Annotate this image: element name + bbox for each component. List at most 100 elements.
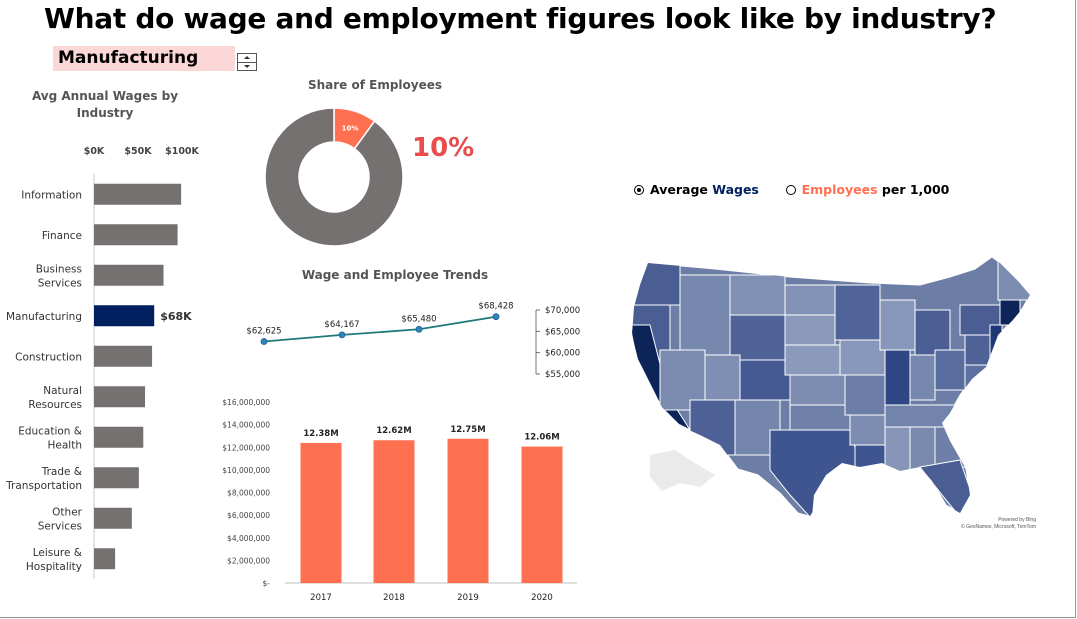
map-region-carolinas (964, 394, 996, 436)
legend-employees-suffix: per 1,000 (877, 182, 950, 197)
trend-y-tick: $55,000 (545, 370, 580, 380)
trend-point[interactable] (415, 325, 423, 333)
map-region-michigan (914, 309, 951, 356)
wages-category-label: Services (38, 277, 82, 289)
wages-bar[interactable] (94, 183, 182, 205)
wages-bar[interactable] (94, 224, 178, 246)
map-region-wyoming (729, 314, 786, 361)
wages-highlight-value: $68K (160, 310, 192, 323)
employee-bar-label: 12.62M (376, 426, 411, 436)
wages-category-label: Trade & (41, 466, 82, 478)
wages-x-tick: $0K (84, 146, 105, 157)
map-region-arizona (689, 399, 736, 456)
wages-bar[interactable] (94, 548, 116, 570)
wages-category-label: Business (36, 263, 82, 275)
trend-point[interactable] (492, 313, 500, 321)
wages-category-label: Natural (43, 385, 82, 397)
map-credit-line2: © GeoNames, Microsoft, TomTom (961, 524, 1036, 530)
wages-radio-icon[interactable] (634, 184, 644, 195)
wages-bar[interactable] (94, 264, 164, 286)
map-region-mississippi (884, 426, 911, 478)
employee-y-tick: $6,000,000 (227, 511, 270, 520)
wages-bar[interactable] (94, 426, 144, 448)
map-region-massachusetts (999, 299, 1021, 326)
donut-slice[interactable] (264, 107, 404, 247)
trend-line (263, 315, 497, 343)
employee-y-tick: $8,000,000 (227, 489, 270, 498)
wages-bar[interactable] (94, 345, 153, 367)
employee-bar-label: 12.75M (450, 425, 485, 435)
employee-y-tick: $10,000,000 (222, 466, 270, 475)
us-states-map (631, 256, 1031, 518)
legend-wages-prefix: Average (650, 182, 713, 197)
employee-bar-label: 12.38M (303, 429, 338, 439)
wages-category-label: Other (52, 506, 82, 518)
map-region-iowa (839, 339, 886, 376)
map-region-illinois (884, 349, 911, 411)
page-title: What do wage and employment figures look… (44, 2, 997, 35)
wages-category-label: Education & (18, 425, 82, 437)
employee-year-label: 2019 (457, 593, 479, 603)
wages-x-tick: $100K (165, 146, 199, 157)
map-region-maine (997, 257, 1030, 301)
employee-bar[interactable] (373, 440, 415, 583)
employee-y-tick: $14,000,000 (222, 421, 270, 430)
map-region-minnesota (834, 284, 881, 341)
share-chart-title: Share of Employees (307, 78, 443, 92)
wages-bar[interactable] (94, 305, 155, 327)
map-region-idaho-montana (679, 274, 731, 356)
share-donut-chart: 10% 10% (264, 107, 474, 247)
trend-point-label: $68,428 (478, 302, 513, 312)
map-region-alaska (650, 450, 715, 491)
wages-chart-title: Avg Annual Wages by Industry (31, 89, 179, 120)
trend-point[interactable] (260, 338, 268, 345)
wages-bar[interactable] (94, 386, 146, 408)
map-region-missouri (844, 374, 886, 416)
wages-x-tick: $50K (124, 146, 152, 157)
map-region-arkansas (849, 414, 886, 446)
map-region-new-jersey (989, 324, 1003, 361)
employee-y-tick: $12,000,000 (222, 443, 270, 452)
industry-selector[interactable]: Manufacturing (53, 46, 235, 71)
arrow-down-icon (244, 65, 250, 68)
employee-bar[interactable] (300, 442, 342, 583)
employee-y-tick: $- (263, 579, 271, 588)
map-region-washington (632, 257, 681, 306)
map-region-north-dakota (784, 284, 836, 316)
map-region-kentucky-tennessee (884, 404, 971, 428)
wages-category-label: Resources (28, 399, 82, 411)
wages-bar[interactable] (94, 507, 132, 529)
map-region-utah (704, 354, 741, 401)
wages-bar[interactable] (94, 467, 139, 489)
industry-spinner[interactable] (237, 53, 257, 71)
donut-slice-label: 10% (342, 125, 359, 133)
map-region-virginia (964, 364, 996, 396)
trend-point[interactable] (338, 331, 346, 339)
employee-bar[interactable] (521, 446, 563, 583)
wages-category-label: Information (21, 189, 82, 201)
spin-up-button[interactable] (238, 54, 256, 62)
map-region-nebraska (784, 344, 841, 376)
wage-trend-line-chart: $62,625 $64,167 $65,480 $68,428 $70,000 $65,0… (246, 302, 580, 380)
map-region-kansas (789, 374, 846, 406)
wages-category-label: Leisure & (33, 547, 82, 559)
spin-down-button[interactable] (238, 62, 256, 71)
trend-point-label: $65,480 (401, 314, 436, 324)
employees-radio-icon[interactable] (785, 184, 796, 195)
employee-bar[interactable] (447, 438, 489, 583)
wages-category-label: Construction (15, 351, 82, 363)
map-region-montana (729, 274, 786, 316)
trend-point-label: $62,625 (246, 326, 281, 336)
trend-y-tick: $70,000 (545, 306, 580, 316)
legend-wages-word: Wages (712, 182, 759, 197)
employee-y-tick: $16,000,000 (222, 398, 270, 407)
map-region-indiana (909, 354, 936, 401)
wages-category-label: Transportation (5, 480, 82, 492)
employee-year-label: 2018 (383, 593, 405, 603)
wages-category-label: Finance (42, 230, 82, 242)
wages-category-label: Hospitality (26, 561, 82, 573)
donut-share-value: 10% (412, 133, 474, 163)
employee-y-tick: $2,000,000 (227, 556, 270, 565)
map-region-wisconsin (879, 299, 916, 351)
